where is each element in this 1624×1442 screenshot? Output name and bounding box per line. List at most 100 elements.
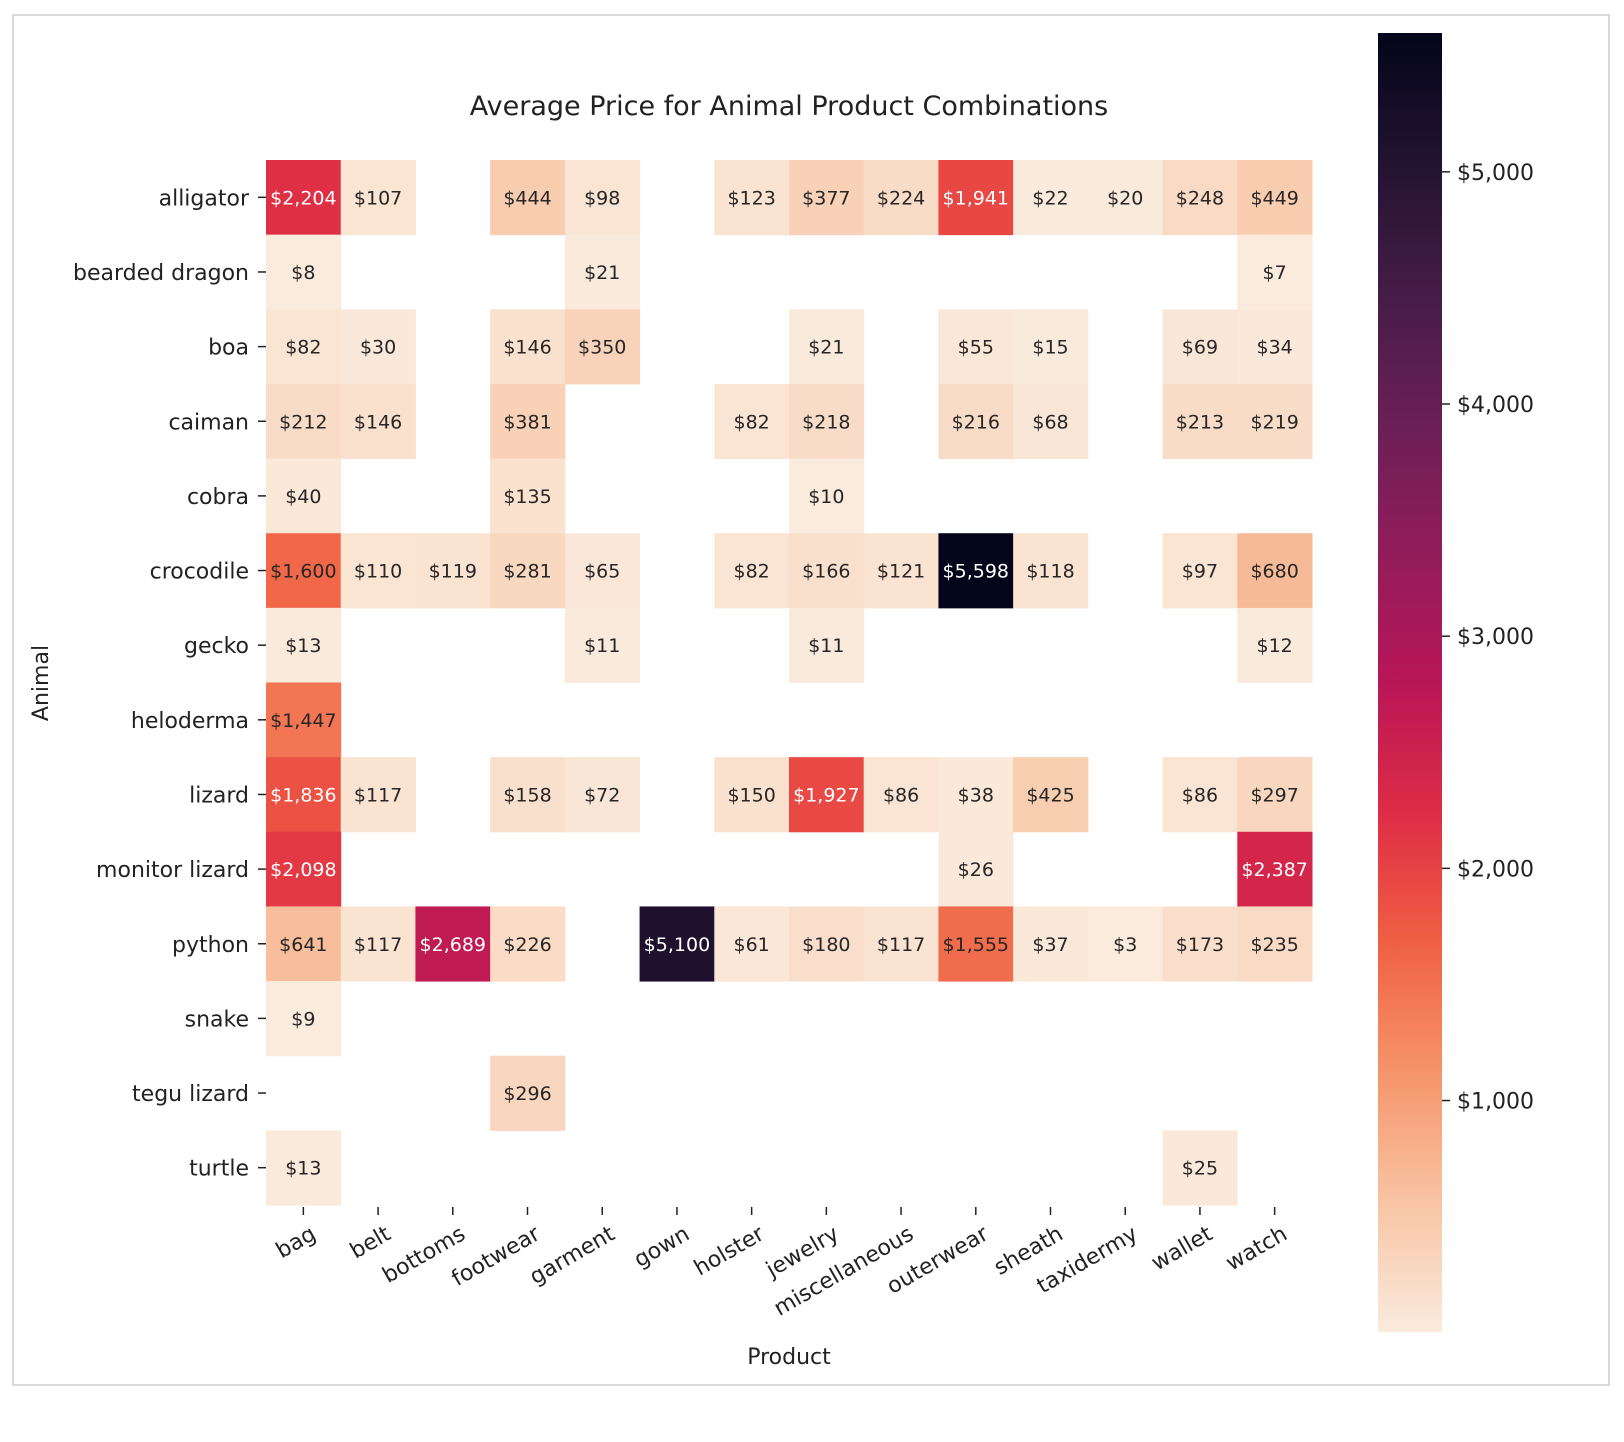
cell-label: $15 bbox=[1032, 337, 1068, 359]
heatmap-cell bbox=[266, 607, 342, 683]
heatmap-cell bbox=[1162, 1130, 1238, 1206]
y-axis-ticks: alligator bearded dragon boa caiman cobra cro… bbox=[73, 186, 266, 1182]
heatmap-cell bbox=[490, 906, 566, 982]
cell-label: $3 bbox=[1113, 934, 1137, 956]
heatmap-cell bbox=[789, 309, 865, 385]
heatmap-cell bbox=[1237, 831, 1313, 907]
heatmap-cell bbox=[1237, 757, 1313, 833]
cell-label: $86 bbox=[883, 784, 919, 806]
y-axis-label: Animal bbox=[29, 645, 54, 721]
y-tick-label: caiman bbox=[168, 410, 249, 435]
x-tick-label: garment bbox=[526, 1221, 620, 1290]
cell-label: $20 bbox=[1107, 187, 1143, 209]
heatmap-cell bbox=[1013, 906, 1089, 982]
cell-label: $21 bbox=[808, 337, 844, 359]
heatmap-cell bbox=[266, 981, 342, 1057]
heatmap-cell bbox=[490, 1055, 566, 1131]
heatmap-cell bbox=[564, 607, 641, 683]
cell-label: $38 bbox=[958, 784, 994, 806]
cell-label: $34 bbox=[1257, 337, 1293, 359]
y-tick-label: bearded dragon bbox=[73, 261, 249, 286]
y-tick-label: turtle bbox=[189, 1157, 249, 1182]
cell-label: $13 bbox=[285, 1158, 321, 1180]
cell-label: $40 bbox=[285, 486, 321, 508]
colorbar-tick-label: $2,000 bbox=[1457, 857, 1534, 882]
heatmap-cell bbox=[266, 458, 342, 534]
heatmap-cell bbox=[938, 383, 1014, 460]
heatmap-cell bbox=[1162, 160, 1238, 236]
chart-title: Average Price for Animal Product Combina… bbox=[470, 91, 1108, 122]
heatmap-cell bbox=[340, 309, 416, 385]
heatmap-cell bbox=[415, 533, 491, 609]
cell-label: $82 bbox=[285, 337, 321, 359]
heatmap-cell bbox=[490, 458, 566, 534]
cell-label: $2,387 bbox=[1241, 859, 1307, 881]
heatmap-cell bbox=[564, 234, 641, 310]
cell-label: $11 bbox=[584, 635, 620, 657]
heatmap-cell bbox=[266, 682, 342, 758]
cell-label: $26 bbox=[958, 859, 994, 881]
y-tick-label: python bbox=[172, 933, 249, 958]
colorbar bbox=[1378, 33, 1442, 1332]
cell-label: $158 bbox=[503, 784, 551, 806]
cell-label: $69 bbox=[1182, 337, 1218, 359]
x-axis-label: Product bbox=[747, 1345, 831, 1370]
cell-label: $226 bbox=[503, 934, 551, 956]
cell-label: $146 bbox=[354, 411, 402, 433]
heatmap-cell bbox=[266, 160, 342, 236]
heatmap-cell bbox=[789, 383, 865, 460]
cell-label: $11 bbox=[808, 635, 844, 657]
x-tick-label: bag bbox=[272, 1222, 320, 1264]
cell-label: $173 bbox=[1176, 934, 1224, 956]
heatmap-cell bbox=[266, 533, 342, 609]
cell-label: $13 bbox=[285, 635, 321, 657]
heatmap-cell bbox=[1237, 160, 1313, 236]
cell-label: $281 bbox=[503, 561, 551, 583]
cell-label: $150 bbox=[727, 784, 775, 806]
heatmap-cell bbox=[714, 160, 790, 236]
heatmap-cell bbox=[564, 160, 641, 236]
cell-label: $10 bbox=[808, 486, 844, 508]
cell-annotations: $2,204 $107 $444 $98 $123 $377 $224 $1,941 $22 $2… bbox=[270, 187, 1308, 1179]
cell-label: $8 bbox=[291, 262, 315, 284]
cell-label: $1,941 bbox=[943, 187, 1009, 209]
cell-label: $377 bbox=[802, 187, 850, 209]
cell-label: $12 bbox=[1257, 635, 1293, 657]
heatmap-cell bbox=[415, 906, 491, 982]
cell-label: $107 bbox=[354, 187, 402, 209]
cell-label: $25 bbox=[1182, 1158, 1218, 1180]
cell-label: $37 bbox=[1032, 934, 1068, 956]
heatmap-cell bbox=[490, 160, 566, 236]
heatmap-cell bbox=[1237, 906, 1313, 982]
y-tick-label: lizard bbox=[189, 783, 249, 808]
cell-label: $9 bbox=[291, 1008, 315, 1030]
cell-label: $224 bbox=[877, 187, 925, 209]
x-tick-label: belt bbox=[346, 1221, 395, 1264]
cell-label: $216 bbox=[952, 411, 1000, 433]
cell-label: $98 bbox=[584, 187, 620, 209]
cell-label: $97 bbox=[1182, 561, 1218, 583]
cell-label: $1,836 bbox=[270, 784, 336, 806]
cell-label: $1,555 bbox=[943, 934, 1009, 956]
heatmap-cell bbox=[1162, 383, 1238, 460]
heatmap-cell bbox=[266, 906, 342, 982]
heatmap-cell bbox=[789, 906, 865, 982]
cell-label: $212 bbox=[279, 411, 327, 433]
y-tick-label: cobra bbox=[187, 485, 249, 510]
heatmap-cell bbox=[1087, 160, 1164, 236]
colorbar-tick-label: $5,000 bbox=[1457, 161, 1534, 186]
heatmap-cell bbox=[714, 533, 790, 609]
heatmap-cell bbox=[1237, 309, 1313, 385]
heatmap-cell bbox=[714, 906, 790, 982]
heatmap-cell bbox=[266, 831, 342, 907]
heatmap-cell bbox=[863, 533, 939, 609]
heatmap-cell bbox=[1087, 906, 1164, 982]
heatmap-cell bbox=[714, 757, 790, 833]
cell-label: $218 bbox=[802, 411, 850, 433]
cell-label: $117 bbox=[354, 784, 402, 806]
cell-label: $213 bbox=[1176, 411, 1224, 433]
heatmap-cell bbox=[340, 160, 416, 236]
heatmap-cell bbox=[1237, 533, 1313, 609]
cell-label: $296 bbox=[503, 1083, 551, 1105]
